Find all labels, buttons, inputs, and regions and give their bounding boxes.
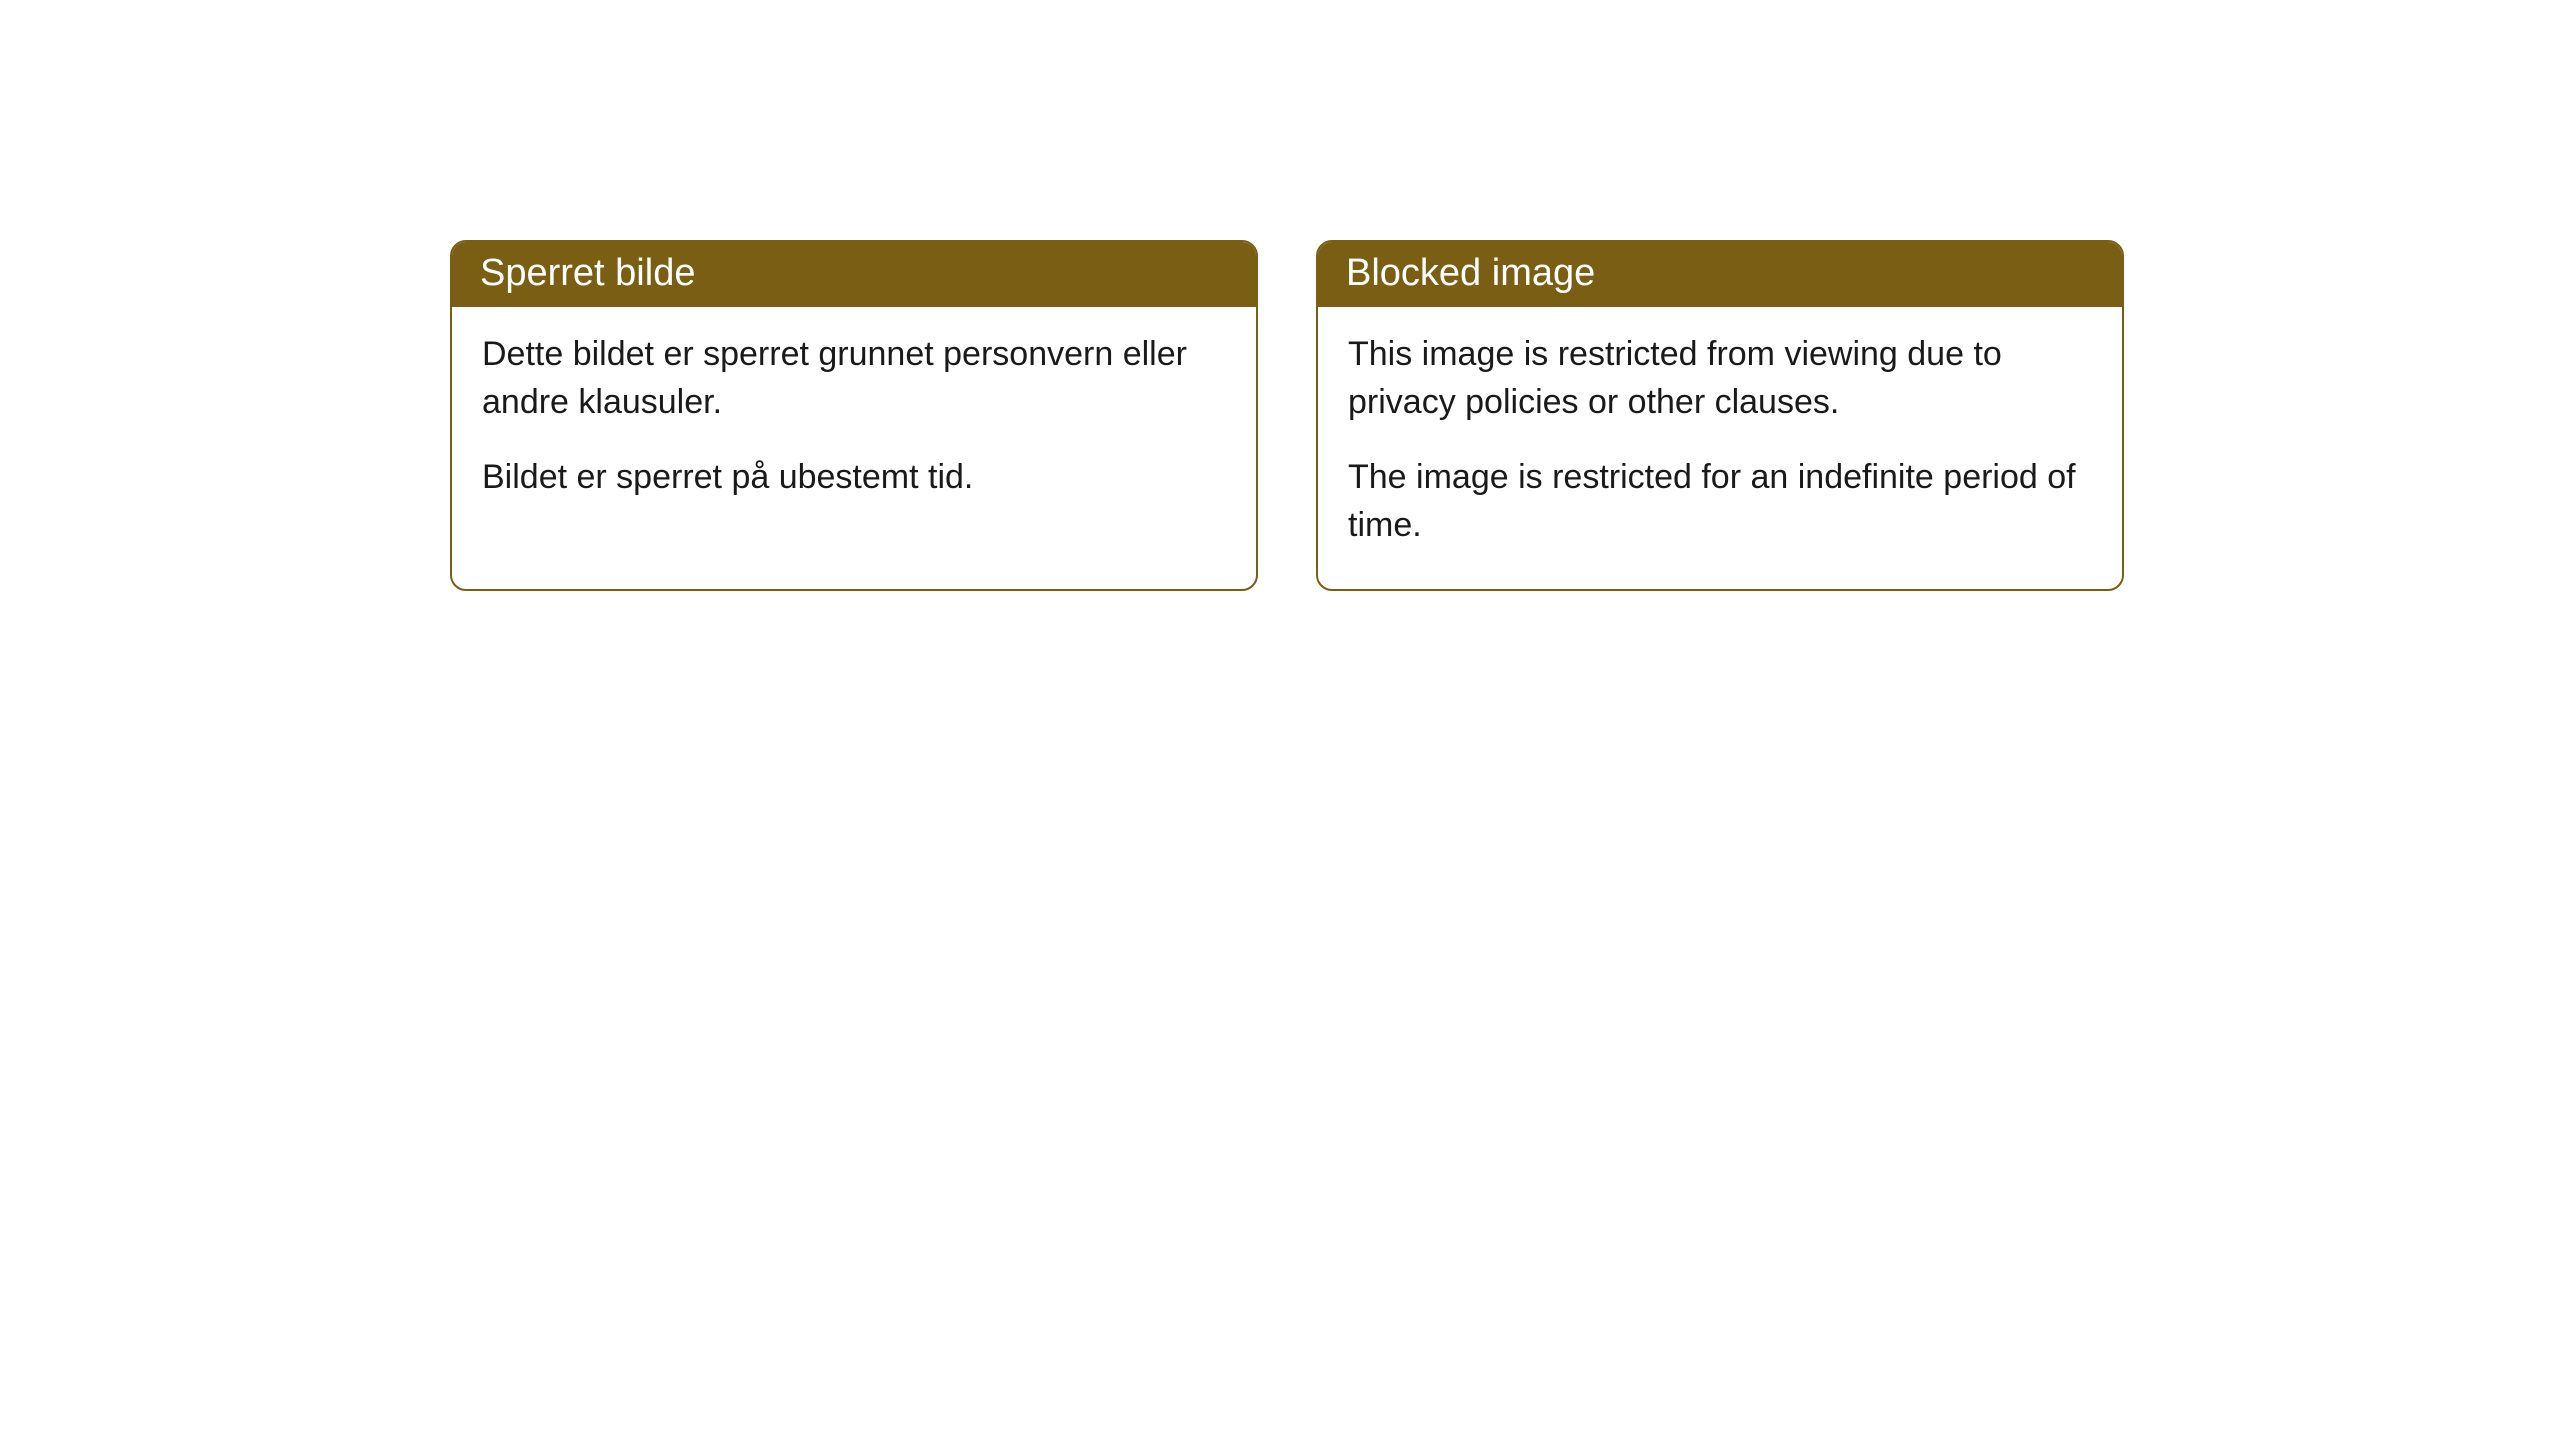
card-header: Blocked image xyxy=(1318,242,2122,307)
card-body: Dette bildet er sperret grunnet personve… xyxy=(452,307,1256,542)
card-paragraph-1: Dette bildet er sperret grunnet personve… xyxy=(482,331,1226,426)
card-body: This image is restricted from viewing du… xyxy=(1318,307,2122,589)
cards-container: Sperret bilde Dette bildet er sperret gr… xyxy=(0,0,2560,591)
card-paragraph-1: This image is restricted from viewing du… xyxy=(1348,331,2092,426)
card-title: Sperret bilde xyxy=(480,252,695,294)
card-paragraph-2: The image is restricted for an indefinit… xyxy=(1348,454,2092,549)
card-paragraph-2: Bildet er sperret på ubestemt tid. xyxy=(482,454,1226,502)
blocked-image-card-norwegian: Sperret bilde Dette bildet er sperret gr… xyxy=(450,240,1258,591)
blocked-image-card-english: Blocked image This image is restricted f… xyxy=(1316,240,2124,591)
card-header: Sperret bilde xyxy=(452,242,1256,307)
card-title: Blocked image xyxy=(1346,252,1595,294)
